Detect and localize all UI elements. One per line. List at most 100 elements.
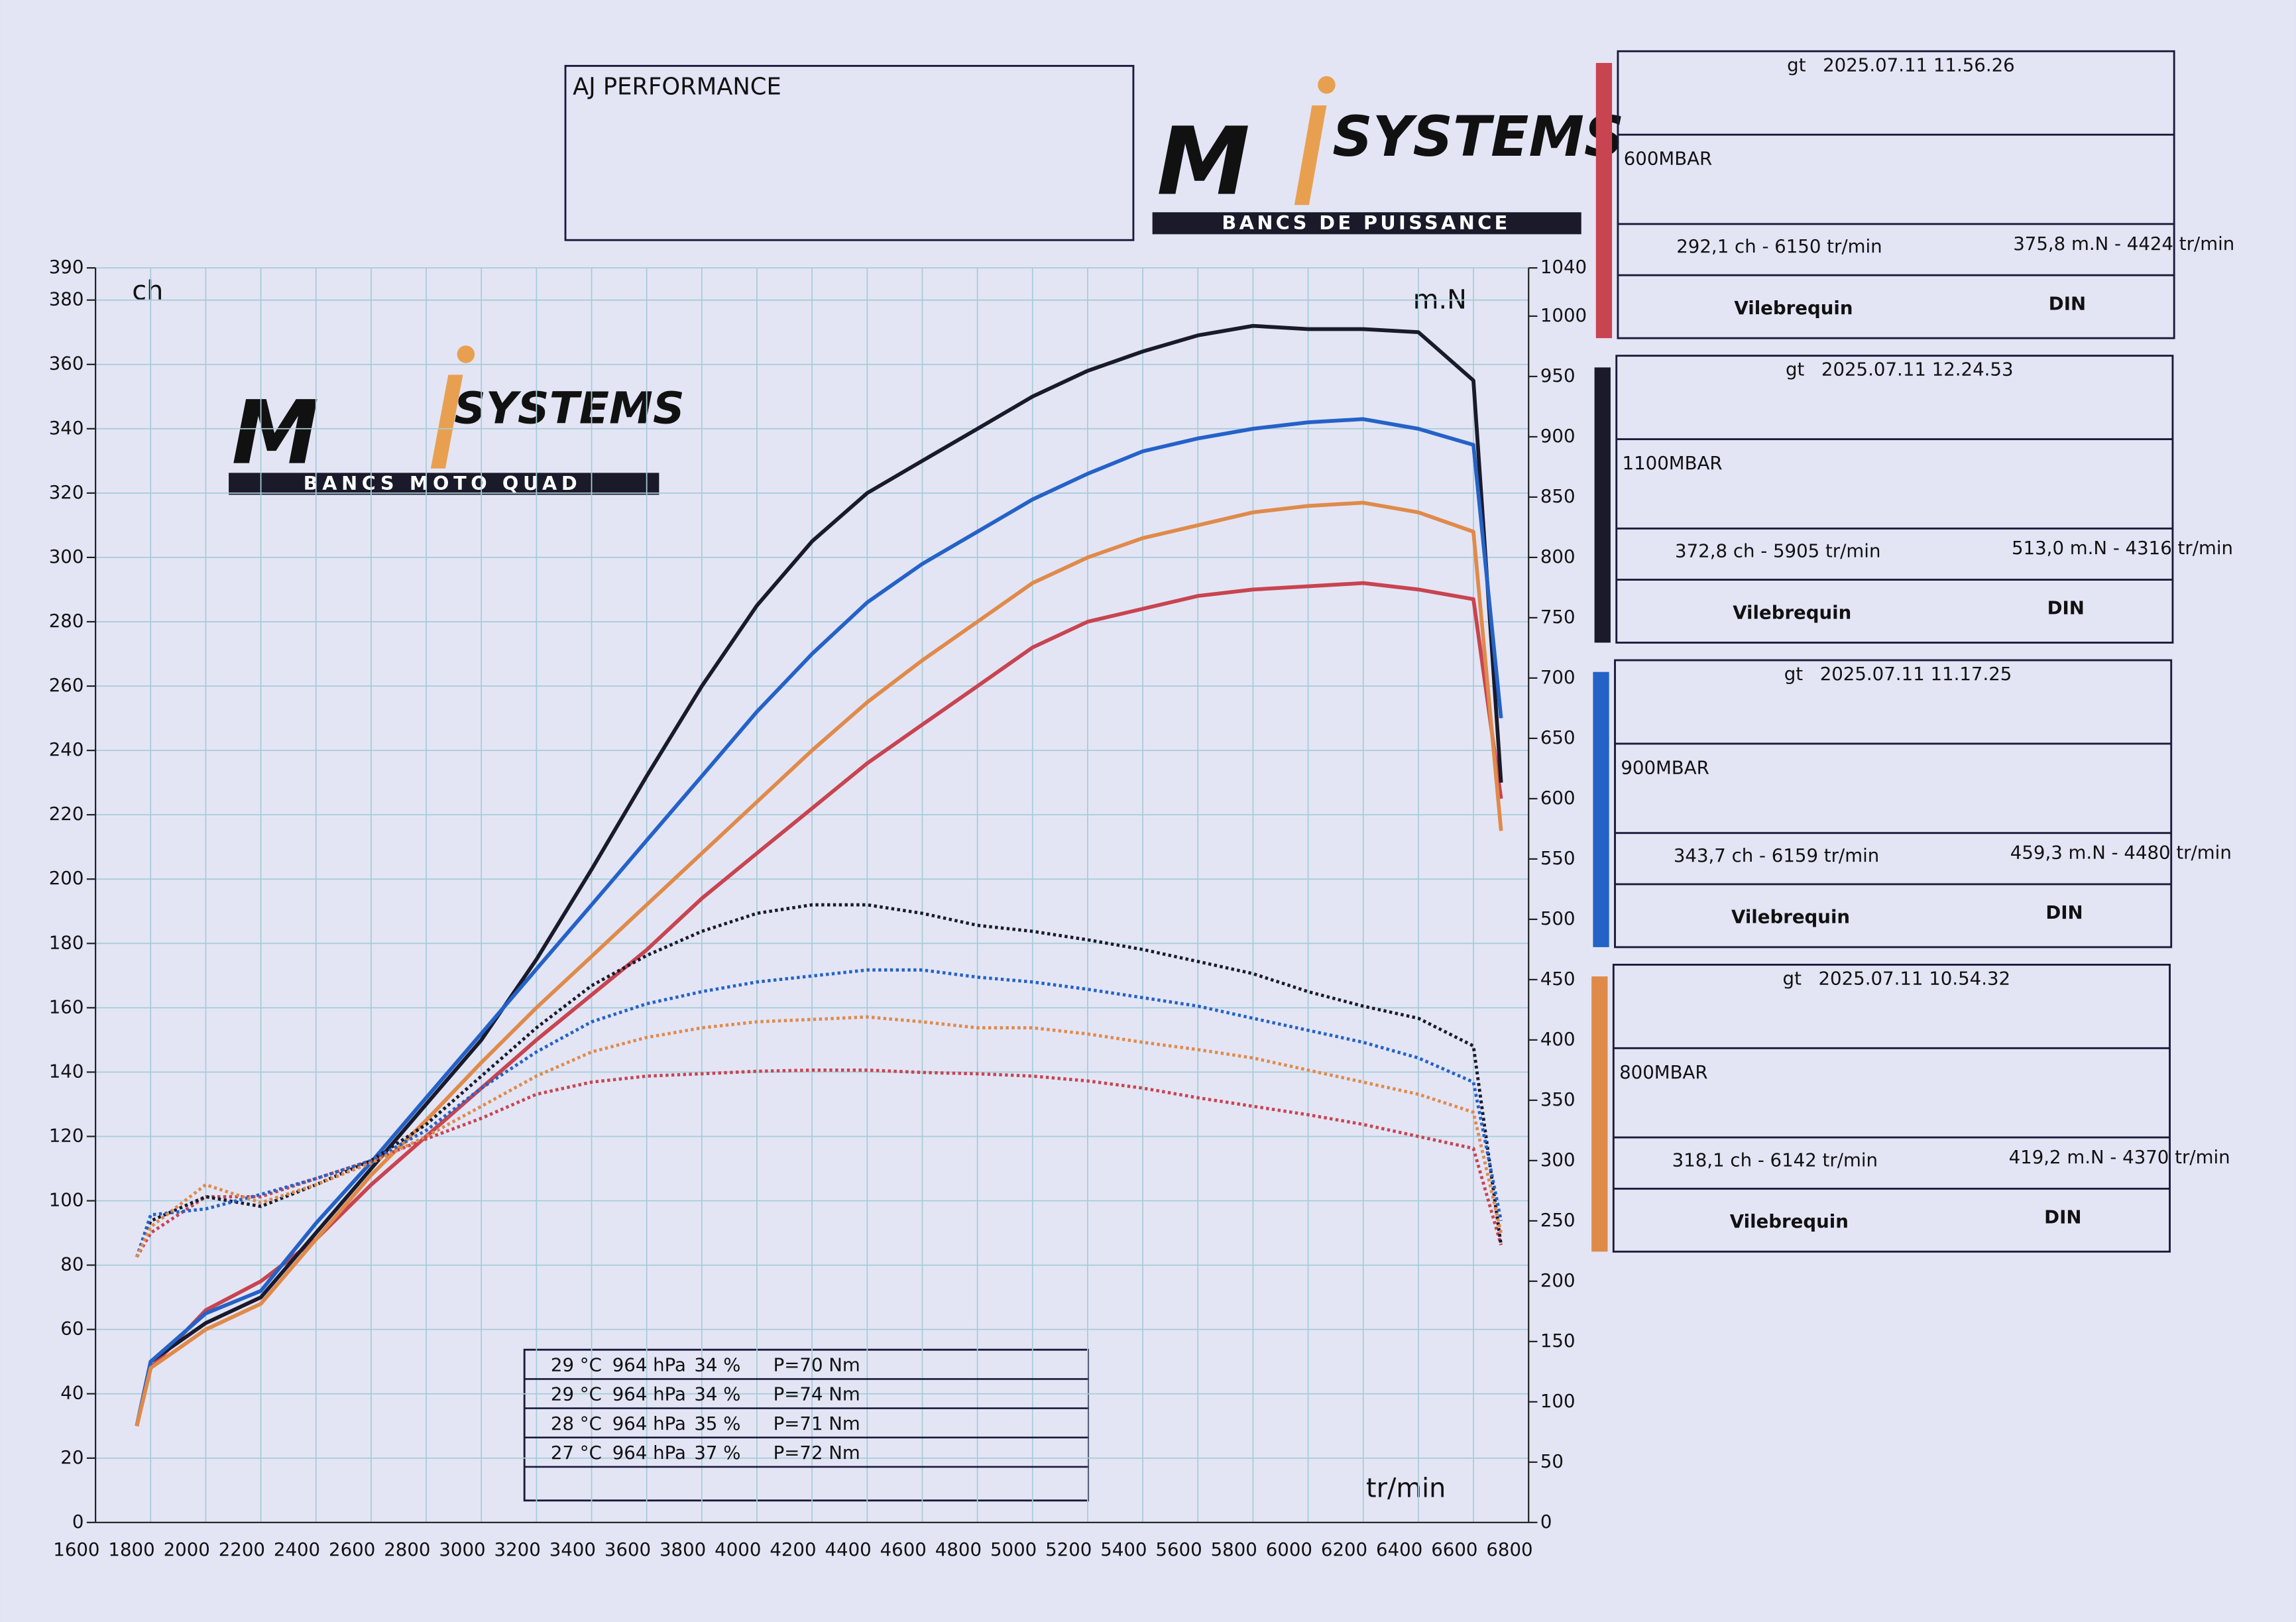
y2-tick-label: 100 xyxy=(1540,1390,1576,1412)
y2-tick-label: 650 xyxy=(1540,726,1576,748)
x-tick-label: 3400 xyxy=(549,1538,596,1560)
y-tick-label: 300 xyxy=(49,546,84,567)
condition-cell: 964 hPa xyxy=(612,1383,686,1405)
y2-tick-label: 250 xyxy=(1540,1209,1576,1231)
x-tick-label: 4600 xyxy=(880,1538,927,1560)
logo-chart: M SYSTEMS BANCS MOTO QUAD xyxy=(229,345,685,495)
power-curve xyxy=(135,323,1503,1426)
y-tick-label: 0 xyxy=(72,1511,84,1533)
condition-cell: 37 % xyxy=(694,1442,740,1464)
run-power-peak: 318,1 ch - 6142 tr/min xyxy=(1672,1149,1878,1171)
logo-tagline: BANCS DE PUISSANCE xyxy=(1222,211,1510,234)
x-tick-label: 6000 xyxy=(1266,1538,1312,1560)
y2-tick-label: 900 xyxy=(1540,425,1576,447)
run-torque-peak: 513,0 m.N - 4316 tr/min xyxy=(2012,537,2233,559)
logo-i xyxy=(430,375,463,469)
y-tick-label: 40 xyxy=(60,1382,84,1404)
power-curve xyxy=(135,500,1503,1426)
x-tick-label: 3000 xyxy=(439,1538,485,1560)
run-box xyxy=(1617,50,2175,339)
x-tick-label: 4400 xyxy=(825,1538,871,1560)
y2-tick-label: 550 xyxy=(1540,847,1576,869)
run-norm: DIN xyxy=(2047,597,2085,619)
x-tick-label: 3600 xyxy=(604,1538,651,1560)
y-tick-label: 160 xyxy=(49,996,84,1017)
run-box xyxy=(1615,355,2174,644)
y2-tick-label: 750 xyxy=(1540,606,1576,628)
y2-tick-label: 1000 xyxy=(1540,304,1587,326)
x-tick-label: 6400 xyxy=(1376,1538,1422,1560)
y-tick-label: 380 xyxy=(49,288,84,310)
header-title: AJ PERFORMANCE xyxy=(573,74,781,101)
y-tick-label: 280 xyxy=(49,610,84,632)
y-tick-label: 120 xyxy=(49,1124,84,1146)
condition-cell: 34 % xyxy=(694,1383,740,1405)
y-tick-label: 390 xyxy=(49,256,84,278)
y-tick-label: 60 xyxy=(60,1318,84,1340)
logo-band xyxy=(229,473,660,495)
y2-tick-label: 500 xyxy=(1540,907,1576,929)
x-tick-label: 4800 xyxy=(935,1538,982,1560)
logo-dot xyxy=(1318,76,1336,94)
y-tick-label: 320 xyxy=(49,481,84,503)
header-box xyxy=(564,64,1135,241)
x-tick-label: 3800 xyxy=(660,1538,706,1560)
logo-top: M SYSTEMS BANCS DE PUISSANCE xyxy=(1152,76,1624,235)
run-crank: Vilebrequin xyxy=(1731,906,1850,928)
run-power-peak: 372,8 ch - 5905 tr/min xyxy=(1675,540,1880,562)
torque-curve xyxy=(135,903,1503,1258)
condition-cell: 29 °C xyxy=(551,1383,602,1405)
condition-cell: 35 % xyxy=(694,1413,740,1434)
y-tick-label: 200 xyxy=(49,867,84,889)
power-curve xyxy=(135,581,1503,1426)
logo-band xyxy=(1152,212,1581,235)
logo-tagline: BANCS MOTO QUAD xyxy=(304,472,582,494)
run-box xyxy=(1612,963,2171,1253)
condition-cell: 964 hPa xyxy=(612,1354,686,1376)
x-tick-label: 3200 xyxy=(494,1538,541,1560)
power-curve xyxy=(135,417,1503,1426)
y-tick-label: 360 xyxy=(49,353,84,375)
condition-cell: 29 °C xyxy=(551,1354,602,1376)
y-tick-label: 20 xyxy=(60,1446,84,1468)
y-tick-label: 220 xyxy=(49,803,84,825)
y2-tick-label: 450 xyxy=(1540,968,1576,990)
x-tick-label: 5400 xyxy=(1100,1538,1147,1560)
run-power-peak: 292,1 ch - 6150 tr/min xyxy=(1676,235,1882,257)
x-tick-label: 2800 xyxy=(384,1538,430,1560)
y-tick-label: 180 xyxy=(49,931,84,953)
y2-tick-label: 850 xyxy=(1540,485,1576,507)
run-torque-peak: 419,2 m.N - 4370 tr/min xyxy=(2009,1146,2230,1168)
run-date: 2025.07.11 12.24.53 xyxy=(1821,359,2014,380)
logo-letter: M xyxy=(231,382,319,485)
y2-tick-label: 300 xyxy=(1540,1149,1576,1171)
y-axis-title: ch xyxy=(132,276,163,306)
run-date: 2025.07.11 11.17.25 xyxy=(1820,663,2012,685)
y2-tick-label: 1040 xyxy=(1540,256,1587,278)
y2-tick-label: 350 xyxy=(1540,1088,1576,1110)
run-color-bar xyxy=(1593,671,1609,947)
x-tick-label: 2000 xyxy=(164,1538,210,1560)
y2-tick-label: 400 xyxy=(1540,1028,1576,1050)
legend-label: 900MBAR xyxy=(1621,756,1709,778)
y-tick-label: 240 xyxy=(49,738,84,760)
logo-dot xyxy=(457,345,475,363)
run-color-bar xyxy=(1594,367,1611,643)
y-tick-label: 80 xyxy=(60,1253,84,1275)
run-color-bar xyxy=(1591,976,1608,1252)
x-tick-label: 6600 xyxy=(1431,1538,1477,1560)
condition-cell: P=74 Nm xyxy=(774,1383,860,1405)
y-tick-label: 140 xyxy=(49,1060,84,1082)
x-tick-label: 5000 xyxy=(990,1538,1037,1560)
condition-cell: P=71 Nm xyxy=(774,1413,860,1434)
x-tick-label: 2600 xyxy=(329,1538,375,1560)
run-torque-peak: 459,3 m.N - 4480 tr/min xyxy=(2010,842,2232,864)
run-program: gt xyxy=(1786,359,1805,380)
run-date: 2025.07.11 10.54.32 xyxy=(1818,967,2010,989)
legend-label: 1100MBAR xyxy=(1623,452,1723,474)
x-tick-label: 2400 xyxy=(274,1538,320,1560)
x-tick-label: 5200 xyxy=(1045,1538,1092,1560)
y2-tick-label: 700 xyxy=(1540,666,1576,688)
